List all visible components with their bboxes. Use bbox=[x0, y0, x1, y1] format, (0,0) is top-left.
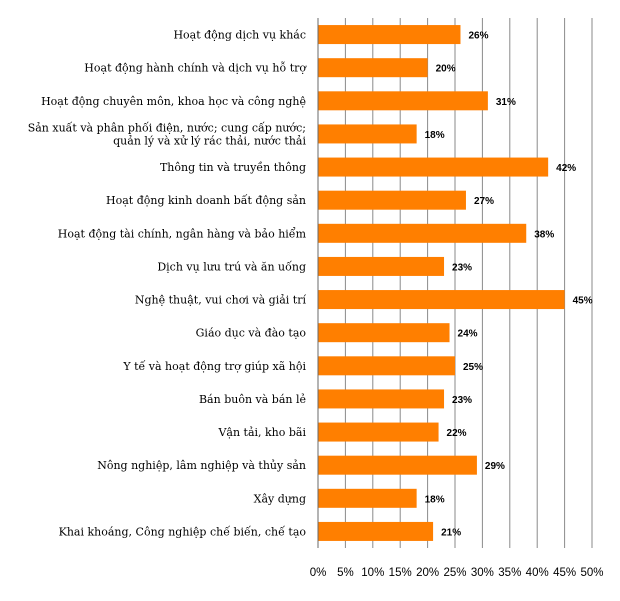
data-label: 23% bbox=[452, 395, 472, 406]
x-tick-label: 40% bbox=[526, 567, 549, 579]
category-label: Hoạt động chuyên môn, khoa học và công n… bbox=[41, 95, 306, 108]
data-label: 18% bbox=[425, 130, 445, 141]
data-label: 24% bbox=[458, 329, 478, 340]
bar bbox=[318, 256, 445, 276]
x-axis-tick-labels: 0% 5% 10% 15% 20% 25% 30% 35% 40% 45% 50% bbox=[310, 567, 604, 579]
bar bbox=[318, 157, 549, 177]
data-label: 26% bbox=[468, 31, 488, 42]
bars bbox=[318, 25, 565, 541]
x-tick-label: 50% bbox=[580, 567, 603, 579]
data-label: 31% bbox=[496, 97, 516, 108]
category-label: Hoạt động dịch vụ khác bbox=[173, 29, 306, 42]
category-label: Hoạt động kinh doanh bất động sản bbox=[106, 194, 306, 207]
x-tick-label: 20% bbox=[416, 567, 439, 579]
category-label: Nông nghiệp, lâm nghiệp và thủy sản bbox=[97, 459, 306, 472]
category-label: Dịch vụ lưu trú và ăn uống bbox=[157, 260, 306, 273]
data-label: 20% bbox=[436, 64, 456, 75]
bar bbox=[318, 488, 417, 508]
x-tick-label: 10% bbox=[361, 567, 384, 579]
bar bbox=[318, 521, 434, 541]
category-label: Y tế và hoạt động trợ giúp xã hội bbox=[122, 360, 306, 373]
bar bbox=[318, 389, 445, 409]
x-tick-label: 0% bbox=[310, 567, 327, 579]
bar bbox=[318, 190, 466, 210]
data-label: 29% bbox=[485, 461, 505, 472]
category-label: Hoạt động hành chính và dịch vụ hỗ trợ bbox=[84, 62, 307, 75]
x-tick-label: 15% bbox=[389, 567, 412, 579]
category-label: Xây dựng bbox=[254, 492, 306, 505]
bar bbox=[318, 356, 455, 376]
category-labels: Hoạt động dịch vụ khác Hoạt động hành chí… bbox=[28, 29, 308, 539]
x-tick-label: 25% bbox=[443, 567, 466, 579]
category-label: Bán buôn và bán lẻ bbox=[199, 393, 306, 406]
category-label: Thông tin và truyền thông bbox=[160, 161, 306, 174]
bar bbox=[318, 124, 417, 144]
category-label: Hoạt động tài chính, ngân hàng và bảo hi… bbox=[58, 226, 307, 240]
data-label: 27% bbox=[474, 196, 494, 207]
bar bbox=[318, 323, 450, 343]
x-tick-label: 35% bbox=[498, 567, 521, 579]
data-label: 45% bbox=[573, 296, 593, 307]
category-label: Nghệ thuật, vui chơi và giải trí bbox=[135, 294, 307, 307]
x-tick-label: 30% bbox=[471, 567, 494, 579]
data-label: 25% bbox=[463, 362, 483, 373]
x-tick-label: 45% bbox=[553, 567, 576, 579]
data-label: 22% bbox=[447, 428, 467, 439]
data-label: 23% bbox=[452, 262, 472, 273]
bar bbox=[318, 25, 461, 45]
x-tick-label: 5% bbox=[337, 567, 354, 579]
bar bbox=[318, 58, 428, 78]
category-label: Vận tải, kho bãi bbox=[217, 426, 306, 439]
bar bbox=[318, 91, 488, 111]
data-label: 21% bbox=[441, 527, 461, 538]
bar bbox=[318, 290, 565, 310]
bar bbox=[318, 455, 477, 475]
data-label: 18% bbox=[425, 494, 445, 505]
bar bbox=[318, 422, 439, 442]
data-label: 38% bbox=[534, 229, 554, 240]
data-label: 42% bbox=[556, 163, 576, 174]
value-labels: 26% 20% 31% 18% 42% 27% 38% 23% 45% 24% 25% 23% 22% 2… bbox=[425, 31, 593, 539]
category-label: Sản xuất và phân phối điện, nước; cung c… bbox=[28, 121, 307, 147]
category-label: Khai khoáng, Công nghiệp chế biến, chế t… bbox=[59, 525, 307, 538]
bar bbox=[318, 223, 527, 243]
category-label: Giáo dục và đào tạo bbox=[196, 327, 307, 340]
